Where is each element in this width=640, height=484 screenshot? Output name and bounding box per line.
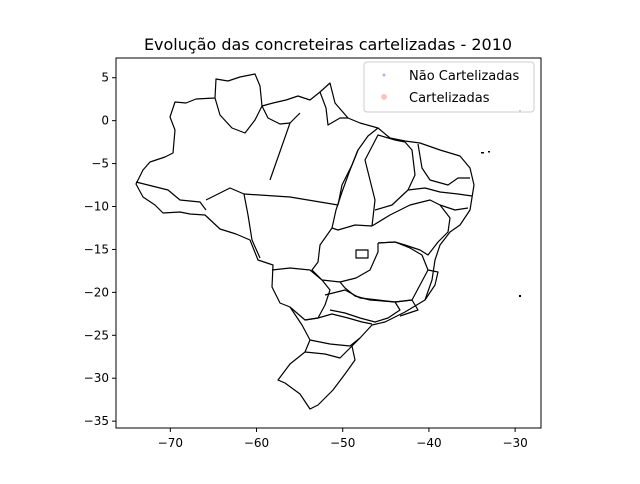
x-tick-label: −60 (244, 436, 269, 450)
y-tick-label: 0 (101, 114, 109, 128)
y-tick-label: −15 (84, 242, 109, 256)
boundary-maranhao (364, 134, 406, 227)
y-tick-label: −10 (84, 200, 109, 214)
boundary-espirito-santo (424, 269, 439, 301)
country-outline (135, 73, 475, 410)
chart-title: Evolução das concreteiras cartelizadas -… (144, 35, 512, 54)
y-tick-label: 5 (101, 71, 109, 85)
boundary-goias (311, 227, 379, 283)
boundary-ceara (417, 143, 470, 186)
boundary-sao-paulo (324, 289, 401, 323)
x-tick-label: −30 (502, 436, 527, 450)
boundary-bahia (371, 199, 451, 256)
boundary-rondonia (205, 187, 261, 259)
legend: Não Cartelizadas Cartelizadas (363, 61, 535, 113)
x-tick-label: −40 (416, 436, 441, 450)
island-atol-das-rocas (488, 151, 490, 153)
boundary-pernambuco (407, 187, 473, 197)
island-trindade (519, 295, 521, 297)
y-tick-label: −5 (91, 157, 109, 171)
island-fernando-de-noronha (481, 152, 484, 154)
y-tick-label: −25 (84, 328, 109, 342)
brazil-state-boundaries (135, 73, 475, 410)
boundary-para-west (261, 105, 291, 125)
legend-marker-cartelizadas (381, 94, 387, 100)
x-tick-label: −50 (330, 436, 355, 450)
boundary-tocantins (331, 149, 373, 231)
y-tick-label: −30 (84, 371, 109, 385)
boundary-distrito-federal (355, 249, 369, 259)
boundary-rio-grande-do-sul (304, 345, 353, 359)
boundary-amapa (319, 91, 348, 126)
legend-label-nao-cartelizadas: Não Cartelizadas (409, 69, 519, 84)
boundary-parana (304, 313, 373, 325)
legend-box (363, 61, 535, 113)
boundary-acre (135, 181, 207, 211)
y-axis: 5 0 −5 −10 −15 −20 −25 −30 −35 (84, 71, 116, 428)
legend-marker-nao-cartelizadas (382, 73, 386, 77)
boundary-santa-catarina (309, 337, 361, 347)
boundary-mato-grosso (243, 193, 339, 206)
x-axis: −70 −60 −50 −40 −30 (158, 428, 528, 450)
y-tick-label: −35 (84, 414, 109, 428)
x-tick-label: −70 (158, 436, 183, 450)
plot-frame (115, 57, 542, 429)
boundary-rio-de-janeiro (394, 299, 419, 317)
legend-label-cartelizadas: Cartelizadas (409, 91, 490, 106)
boundary-alagoas (439, 204, 469, 211)
boundary-piaui (374, 141, 416, 211)
boundary-roraima (214, 97, 263, 134)
y-tick-label: −20 (84, 285, 109, 299)
